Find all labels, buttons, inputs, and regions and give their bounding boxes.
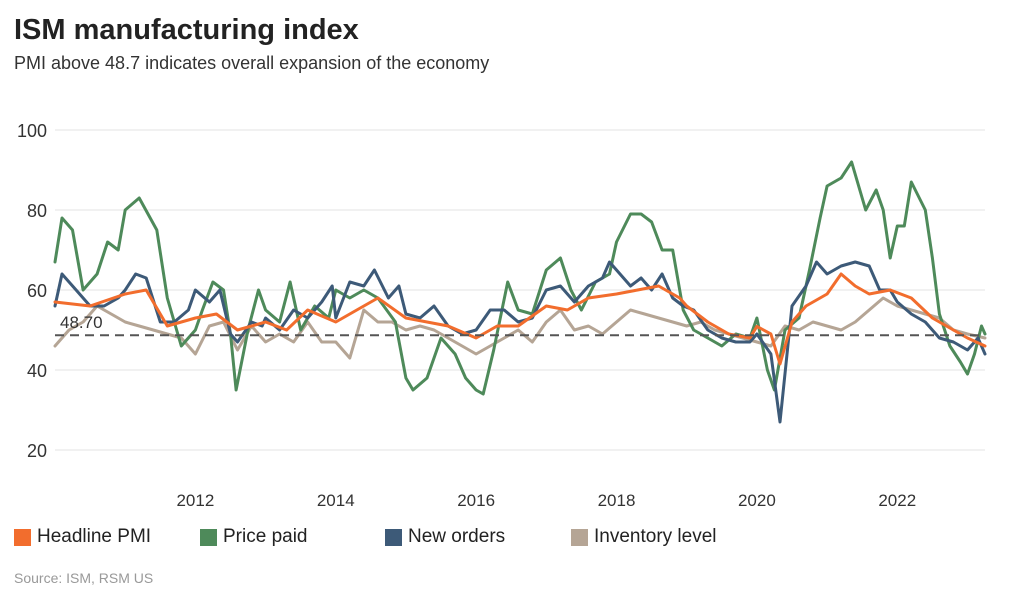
legend-swatch-price-paid [200, 528, 217, 546]
y-tick-label-100: 100 [17, 121, 47, 141]
y-tick-label-60: 60 [27, 281, 47, 301]
line-chart: 20 40 60 80 100 2012 2014 2016 2018 2020 2022 48.70 [17, 121, 987, 510]
legend-item-inventory-level: Inventory level [571, 526, 717, 548]
x-tick-label-2016: 2016 [457, 491, 495, 510]
series-line-price-paid [53, 160, 987, 396]
legend-item-price-paid: Price paid [200, 526, 385, 548]
x-tick-label-2012: 2012 [176, 491, 214, 510]
chart-subtitle: PMI above 48.7 indicates overall expansi… [14, 53, 490, 73]
source-note: Source: ISM, RSM US [14, 570, 154, 586]
legend-item-headline-pmi: Headline PMI [14, 526, 200, 548]
legend-label-headline-pmi: Headline PMI [37, 526, 152, 547]
series-line-headline-pmi [53, 272, 987, 366]
series-line-new-orders [53, 260, 987, 424]
legend-label-inventory-level: Inventory level [594, 526, 717, 547]
legend-swatch-new-orders [385, 528, 402, 546]
legend-item-new-orders: New orders [385, 526, 571, 548]
x-tick-label-2022: 2022 [878, 491, 916, 510]
series-line-inventory-level [53, 296, 987, 360]
x-tick-label-2020: 2020 [738, 491, 776, 510]
y-tick-label-80: 80 [27, 201, 47, 221]
legend-label-new-orders: New orders [408, 526, 506, 547]
legend-label-price-paid: Price paid [223, 526, 308, 547]
x-tick-label-2014: 2014 [317, 491, 355, 510]
x-tick-label-2018: 2018 [598, 491, 636, 510]
y-tick-label-20: 20 [27, 441, 47, 461]
threshold-label: 48.70 [60, 313, 103, 332]
legend-swatch-inventory-level [571, 528, 588, 546]
legend-swatch-headline-pmi [14, 528, 31, 546]
legend: Headline PMI Price paid New orders Inven… [14, 526, 717, 548]
chart-title: ISM manufacturing index [14, 14, 359, 46]
y-tick-label-40: 40 [27, 361, 47, 381]
